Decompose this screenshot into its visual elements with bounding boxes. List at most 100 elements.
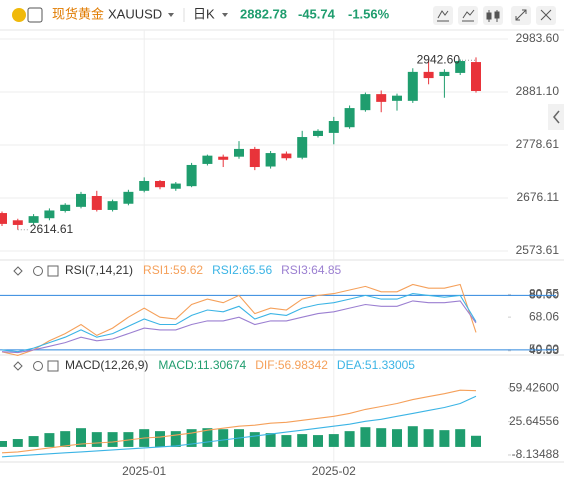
candle-body bbox=[0, 213, 7, 224]
legend-entry: MACD:11.30674 bbox=[158, 358, 246, 372]
tool-icon bbox=[437, 10, 449, 22]
candle-body bbox=[12, 220, 23, 225]
candle-body bbox=[360, 94, 371, 111]
settings-icon[interactable] bbox=[33, 266, 43, 276]
candle-body bbox=[155, 180, 165, 188]
macd-bar bbox=[218, 429, 229, 447]
candle-body bbox=[455, 61, 466, 73]
candle-body bbox=[44, 210, 55, 219]
series-line bbox=[1, 293, 477, 353]
side-tab-icon bbox=[553, 110, 560, 124]
dropdown-arrow[interactable] bbox=[168, 13, 174, 17]
macd-bar bbox=[28, 436, 39, 447]
candle-body bbox=[407, 71, 418, 101]
legend-entry: RSI1:59.62 bbox=[143, 263, 203, 277]
macd-bar bbox=[297, 434, 308, 447]
candle-body bbox=[60, 204, 71, 211]
y-tick-label: -8.13488 bbox=[512, 447, 560, 461]
macd-bar bbox=[360, 427, 371, 447]
y-tick-label: 59.42600 bbox=[509, 380, 559, 394]
macd-bar bbox=[186, 429, 197, 447]
side-tab[interactable] bbox=[548, 104, 564, 130]
candle-body bbox=[423, 71, 434, 79]
macd-bar bbox=[91, 432, 102, 447]
y-tick-label: 2983.60 bbox=[516, 31, 560, 45]
macd-bar bbox=[376, 428, 387, 447]
candle-body bbox=[186, 164, 197, 187]
macd-bar bbox=[439, 430, 450, 447]
candle-body bbox=[328, 121, 339, 133]
macd-bar bbox=[313, 435, 323, 447]
candle-body bbox=[28, 216, 39, 223]
indicator-title: RSI(7,14,21) bbox=[65, 263, 133, 277]
macd-bar bbox=[12, 439, 23, 447]
macd-bar bbox=[170, 431, 181, 447]
macd-bar bbox=[392, 429, 402, 447]
candle-body bbox=[439, 71, 450, 77]
candle-body bbox=[471, 62, 481, 92]
gold-icon bbox=[12, 8, 26, 22]
macd-bar bbox=[44, 433, 55, 447]
indicator-icons bbox=[13, 265, 59, 372]
tool-icon bbox=[486, 12, 492, 20]
candle-body bbox=[234, 148, 244, 157]
collapse-icon[interactable] bbox=[13, 361, 23, 371]
tool-button[interactable] bbox=[433, 6, 453, 25]
macd-bar bbox=[155, 431, 165, 447]
candle-body bbox=[123, 191, 134, 204]
series-line bbox=[1, 300, 477, 354]
candle-body bbox=[202, 155, 213, 164]
x-tick-label: 2025-01 bbox=[122, 464, 166, 478]
symbol-name[interactable]: 现货黄金 bbox=[52, 6, 104, 21]
macd-bar bbox=[0, 441, 7, 447]
price-change-pct: -1.56% bbox=[348, 6, 390, 21]
y-tick-label: 2676.11 bbox=[517, 190, 560, 204]
candle-body bbox=[297, 137, 308, 158]
candle-body bbox=[139, 180, 150, 191]
collapse-icon[interactable] bbox=[13, 266, 23, 276]
series-line bbox=[1, 395, 477, 458]
symbol-icon bbox=[27, 7, 43, 23]
candle-body bbox=[107, 201, 118, 210]
symbol-code[interactable]: XAUUSD bbox=[108, 6, 162, 21]
macd-bar bbox=[344, 431, 355, 447]
macd-bar bbox=[265, 433, 276, 447]
macd-bar bbox=[202, 428, 213, 447]
x-tick-label: 2025-02 bbox=[312, 464, 356, 478]
macd-bar bbox=[281, 435, 292, 447]
tool-button[interactable] bbox=[483, 6, 503, 25]
y-tick-label: 80.55 bbox=[529, 287, 559, 301]
tool-icon bbox=[462, 9, 475, 22]
macd-bar bbox=[407, 426, 418, 447]
price: 2882.78 bbox=[240, 6, 287, 21]
legend-entry: DIF:56.98342 bbox=[255, 358, 328, 372]
toolbar bbox=[433, 6, 556, 25]
candle-body bbox=[170, 183, 181, 189]
candle-body bbox=[281, 153, 292, 159]
macd-bar bbox=[328, 434, 339, 447]
y-tick-label: 68.06 bbox=[529, 309, 559, 323]
candle-body bbox=[376, 94, 387, 102]
y-tick-label: 80.00 bbox=[529, 288, 559, 302]
tool-icon bbox=[515, 9, 527, 21]
price-change: -45.74 bbox=[298, 6, 336, 21]
macd-bar bbox=[60, 431, 71, 447]
y-tick-label: 2573.61 bbox=[516, 243, 560, 257]
candle-body bbox=[76, 193, 86, 207]
tool-icon bbox=[494, 11, 500, 19]
dropdown-arrow[interactable] bbox=[222, 13, 228, 17]
candle-body bbox=[392, 95, 402, 101]
y-tick-label: 50.00 bbox=[529, 342, 559, 356]
series-line bbox=[1, 283, 477, 356]
expand-icon[interactable] bbox=[47, 265, 59, 277]
tool-button[interactable] bbox=[458, 6, 478, 25]
macd-bar bbox=[471, 435, 481, 447]
settings-icon[interactable] bbox=[33, 361, 43, 371]
expand-icon[interactable] bbox=[47, 360, 59, 372]
period[interactable]: 日K bbox=[193, 6, 215, 21]
tool-icon bbox=[540, 9, 552, 21]
indicator-title: MACD(12,26,9) bbox=[65, 358, 148, 372]
legend-entry: DEA:51.33005 bbox=[337, 358, 415, 372]
